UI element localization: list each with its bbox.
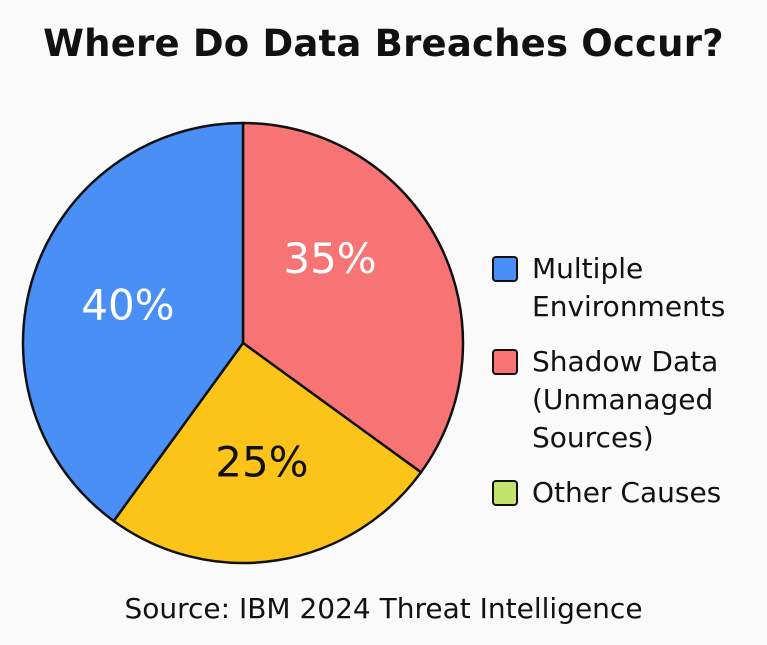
legend-label-multiple-environments: Multiple Environments	[532, 252, 726, 323]
pie-slice-label-25-percent: 25%	[215, 438, 308, 487]
legend-label-other-causes: Other Causes	[532, 476, 722, 509]
pie-slice-35-percent	[241, 121, 465, 474]
legend-item-multiple-environments: Multiple Environments	[492, 250, 762, 326]
legend-swatch-multiple-environments	[492, 256, 518, 282]
legend-swatch-other-causes	[492, 480, 518, 506]
pie-slice-25-percent	[112, 341, 423, 565]
pie-slice-label-35-percent: 35%	[283, 234, 376, 283]
legend-item-shadow-data: Shadow Data (Unmanaged Sources)	[492, 343, 762, 457]
legend: Multiple Environments Shadow Data (Unman…	[492, 250, 762, 529]
legend-label-shadow-data: Shadow Data (Unmanaged Sources)	[532, 345, 719, 454]
source-note: Source: IBM 2024 Threat Intelligence	[124, 592, 643, 625]
chart-title: Where Do Data Breaches Occur?	[43, 22, 724, 65]
pie-slice-40-percent	[21, 121, 245, 523]
legend-item-other-causes: Other Causes	[492, 474, 762, 512]
legend-swatch-shadow-data	[492, 349, 518, 375]
pie-slice-label-40-percent: 40%	[81, 281, 174, 330]
